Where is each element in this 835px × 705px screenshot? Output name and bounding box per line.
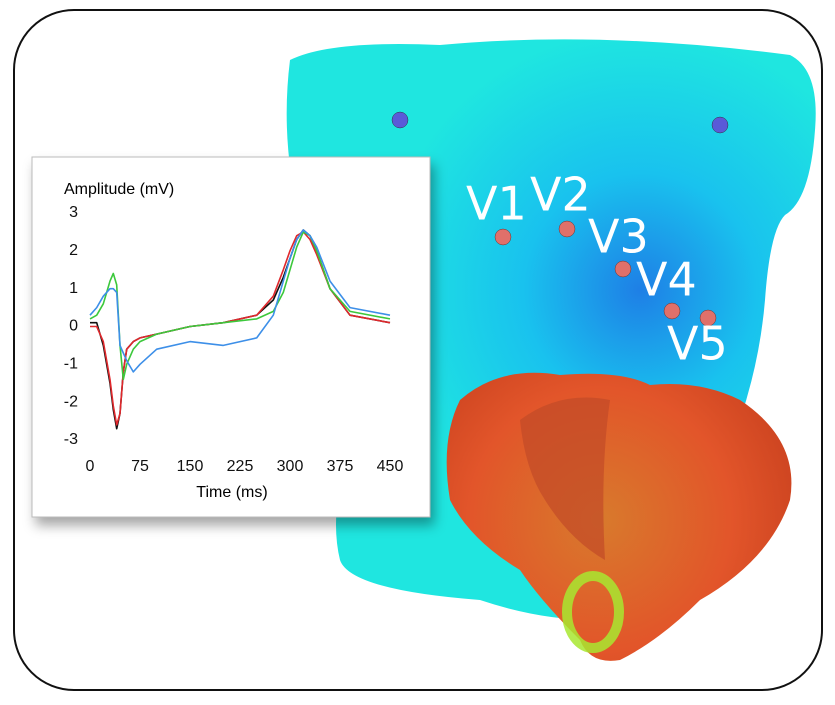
electrode <box>712 117 728 133</box>
electrode <box>559 221 575 237</box>
x-tick-label: 0 <box>86 458 95 475</box>
x-tick-label: 375 <box>327 458 354 475</box>
x-axis-label: Time (ms) <box>196 484 267 501</box>
y-tick-label: 3 <box>69 204 78 221</box>
electrode-label: V2 <box>530 168 591 222</box>
x-tick-label: 225 <box>227 458 254 475</box>
y-tick-label: -2 <box>64 393 78 410</box>
x-tick-label: 75 <box>131 458 149 475</box>
page: {"chart_data": {"type": "line", "y_label… <box>0 0 835 705</box>
figure: V1 V2 V3 V4 V5 Amplitude (mV) Time (ms) … <box>0 0 835 700</box>
y-tick-label: 2 <box>69 242 78 259</box>
electrode-label: V1 <box>466 177 527 231</box>
y-tick-label: -1 <box>64 356 78 373</box>
y-tick-label: -3 <box>64 431 78 448</box>
ecg-chart: Amplitude (mV) Time (ms) -3 -2 -1 0 1 2 3 0 75 15… <box>32 157 430 517</box>
x-tick-label: 150 <box>177 458 204 475</box>
electrode-label: V4 <box>636 253 697 307</box>
y-tick-label: 1 <box>69 280 78 297</box>
y-tick-label: 0 <box>69 318 78 335</box>
electrode <box>392 112 408 128</box>
y-axis-label: Amplitude (mV) <box>64 181 174 198</box>
x-tick-label: 300 <box>277 458 304 475</box>
electrode-label: V5 <box>667 317 728 371</box>
electrode <box>495 229 511 245</box>
x-tick-label: 450 <box>377 458 404 475</box>
